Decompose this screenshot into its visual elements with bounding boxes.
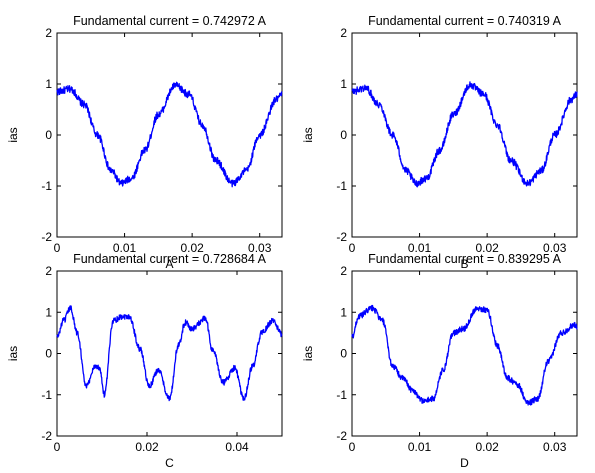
y-tick-label: 1 (45, 305, 52, 319)
series-line (351, 304, 578, 406)
y-tick-label: -1 (41, 388, 52, 402)
series-line (56, 305, 283, 402)
x-tick-label: 0.01 (408, 440, 432, 454)
plot-frame (56, 32, 283, 238)
series-line (56, 81, 283, 188)
x-tick-label: 0 (349, 241, 356, 255)
x-tick-label: 0 (54, 241, 61, 255)
y-tick-label: -2 (41, 230, 52, 244)
plot-frame (351, 32, 578, 238)
y-tick-label: -1 (336, 388, 347, 402)
y-tick-label: -2 (41, 429, 52, 443)
chart-title: Fundamental current = 0.839295 A (368, 252, 562, 266)
y-tick-label: 2 (340, 264, 347, 278)
chart-title: Fundamental current = 0.740319 A (368, 14, 562, 28)
subplot-c: 0 0.02 0.04 -2 -1 0 1 2 Fundamental current = 0.… (6, 252, 283, 470)
plot-frame (351, 270, 578, 437)
x-tick-label: 0.02 (180, 241, 204, 255)
x-tick-label: 0 (54, 440, 61, 454)
subplot-b: 0 0.01 0.02 0.03 -2 -1 0 1 2 Fundamental current … (301, 14, 578, 271)
chart-title: Fundamental current = 0.742972 A (73, 14, 267, 28)
x-axis-label: D (460, 456, 469, 470)
x-tick-label: 0.02 (475, 440, 499, 454)
y-tick-label: 1 (340, 77, 347, 91)
y-tick-label: 2 (340, 26, 347, 40)
x-tick-label: 0.03 (248, 241, 272, 255)
chart-title: Fundamental current = 0.728684 A (73, 252, 267, 266)
y-tick-label: 1 (340, 305, 347, 319)
x-tick-label: 0.04 (225, 440, 249, 454)
y-axis-label: ias (6, 346, 20, 361)
x-tick-label: 0.01 (408, 241, 432, 255)
plot-frame (56, 270, 283, 437)
y-tick-label: 0 (45, 128, 52, 142)
y-tick-label: -2 (336, 429, 347, 443)
y-tick-label: 1 (45, 77, 52, 91)
x-tick-label: 0.03 (543, 440, 567, 454)
subplot-d: 0 0.01 0.02 0.03 -2 -1 0 1 2 Fundamental current … (301, 252, 578, 470)
y-axis-label: ias (301, 346, 315, 361)
y-tick-label: -1 (41, 179, 52, 193)
x-tick-label: 0.01 (113, 241, 137, 255)
y-tick-label: 2 (45, 264, 52, 278)
subplot-a: 0 0.01 0.02 0.03 -2 -1 0 1 2 Fundamental current … (6, 14, 283, 271)
x-tick-label: 0 (349, 440, 356, 454)
x-axis-label: C (165, 456, 174, 470)
y-tick-label: -1 (336, 179, 347, 193)
x-axis-label: B (460, 257, 468, 271)
y-axis-label: ias (6, 127, 20, 142)
y-tick-label: 0 (340, 128, 347, 142)
series-line (351, 81, 578, 188)
x-axis-label: A (165, 257, 173, 271)
x-tick-label: 0.02 (135, 440, 159, 454)
y-tick-label: 0 (45, 347, 52, 361)
y-axis-label: ias (301, 127, 315, 142)
x-tick-label: 0.02 (475, 241, 499, 255)
y-tick-label: -2 (336, 230, 347, 244)
y-tick-label: 2 (45, 26, 52, 40)
x-tick-label: 0.03 (543, 241, 567, 255)
y-tick-label: 0 (340, 347, 347, 361)
